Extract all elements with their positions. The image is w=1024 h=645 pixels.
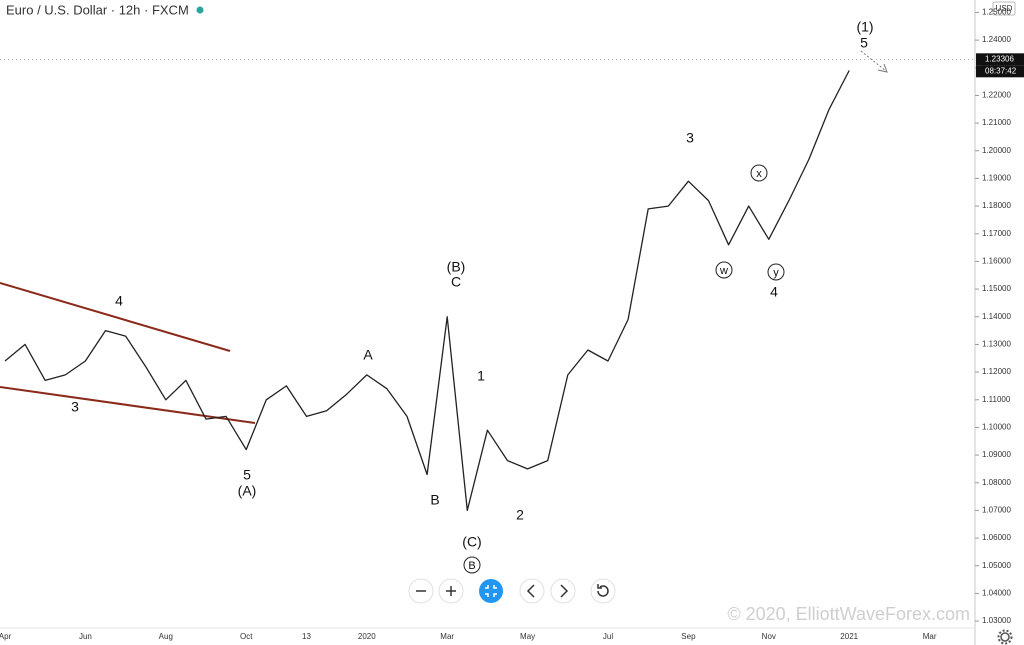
y-tick-label: 1.11000	[982, 395, 1011, 404]
y-tick-label: 1.22000	[982, 91, 1011, 100]
currency-label: USD	[996, 4, 1013, 13]
x-tick-label: May	[520, 632, 535, 641]
refresh-button[interactable]	[590, 578, 616, 604]
wave-label: B	[430, 492, 439, 508]
y-tick-label: 1.14000	[982, 312, 1011, 321]
y-tick-label: 1.15000	[982, 284, 1011, 293]
wave-label: B	[468, 560, 475, 572]
projection-arrowhead	[877, 63, 888, 73]
countdown-box	[976, 65, 1024, 78]
wave-circle	[767, 263, 785, 281]
y-tick-label: 1.04000	[982, 589, 1011, 598]
scroll-left-button[interactable]	[519, 578, 545, 604]
wave-label: y	[773, 267, 779, 279]
y-tick-label: 1.06000	[982, 533, 1011, 542]
wave-label: A	[363, 347, 373, 363]
y-tick-label: 1.18000	[982, 201, 1011, 210]
y-tick-label: 1.16000	[982, 257, 1011, 266]
wave-label: 2	[516, 507, 524, 523]
wave-label: (C)	[462, 534, 481, 550]
y-tick-label: 1.09000	[982, 450, 1011, 459]
trend-line	[0, 282, 231, 352]
market-status	[196, 6, 204, 14]
watermark: © 2020, ElliottWaveForex.com	[727, 604, 970, 624]
scroll-right-button[interactable]	[550, 578, 576, 604]
y-tick-label: 1.12000	[982, 367, 1011, 376]
y-tick-label: 1.08000	[982, 478, 1011, 487]
y-tick-label: 1.19000	[982, 174, 1011, 183]
x-tick-label: Mar	[440, 632, 454, 641]
wave-label: (B)	[447, 259, 466, 275]
x-tick-label: 2020	[358, 632, 376, 641]
x-tick-label: Jun	[79, 632, 92, 641]
y-tick-label: 1.05000	[982, 561, 1011, 570]
last-price-label: 1.23306	[985, 54, 1014, 63]
projection-arrow	[860, 50, 887, 72]
currency-box	[992, 1, 1016, 16]
y-tick-label: 1.20000	[982, 146, 1011, 155]
x-tick-label: Aug	[159, 632, 173, 641]
wave-label: 4	[115, 293, 123, 309]
wave-label: 1	[477, 368, 485, 384]
wave-circle	[715, 261, 733, 279]
zoom-out-button[interactable]	[408, 578, 434, 604]
wave-label: 5	[860, 35, 868, 51]
reset-view-button[interactable]	[479, 579, 503, 603]
y-tick-label: 1.13000	[982, 340, 1011, 349]
x-tick-label: 13	[302, 632, 311, 641]
wave-label: (A)	[238, 483, 257, 499]
y-tick-label: 1.03000	[982, 616, 1011, 625]
wave-label: 5	[243, 467, 251, 483]
x-tick-label: Jul	[603, 632, 613, 641]
zoom-in-button[interactable]	[438, 578, 464, 604]
x-tick-label: 2021	[840, 632, 858, 641]
wave-circle	[463, 556, 481, 574]
y-tick-label: 1.17000	[982, 229, 1011, 238]
last-price-box	[976, 53, 1024, 66]
wave-label: 3	[686, 130, 694, 146]
wave-label: (1)	[856, 19, 873, 35]
x-tick-label: Oct	[240, 632, 253, 641]
wave-label: 3	[71, 399, 79, 415]
x-tick-label: Sep	[681, 632, 696, 641]
wave-label: 4	[770, 284, 778, 300]
wave-label: C	[451, 274, 461, 290]
symbol-title: Euro / U.S. Dollar · 12h · FXCM	[6, 2, 189, 17]
x-tick-label: Mar	[923, 632, 937, 641]
x-tick-label: Nov	[762, 632, 776, 641]
y-tick-label: 1.07000	[982, 506, 1011, 515]
x-tick-label: Apr	[0, 632, 12, 641]
settings-button[interactable]	[997, 629, 1013, 645]
price-line	[4, 70, 850, 512]
wave-label: x	[756, 168, 762, 180]
wave-circle	[750, 164, 768, 182]
y-tick-label: 1.21000	[982, 118, 1011, 127]
y-tick-label: 1.10000	[982, 423, 1011, 432]
countdown-label: 08:37:42	[985, 66, 1017, 75]
trend-line	[0, 386, 256, 424]
wave-label: w	[719, 265, 728, 277]
y-tick-label: 1.25000	[982, 8, 1011, 17]
y-tick-label: 1.24000	[982, 35, 1011, 44]
